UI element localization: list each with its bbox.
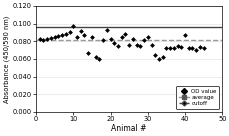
- average: [35, 39, 37, 40]
- Legend: OD value, average, cutoff: OD value, average, cutoff: [176, 86, 218, 109]
- OD value: [79, 30, 82, 32]
- OD value: [41, 38, 45, 41]
- OD value: [168, 47, 171, 50]
- OD value: [119, 36, 123, 38]
- OD value: [190, 47, 194, 50]
- OD value: [164, 47, 168, 50]
- OD value: [149, 44, 153, 46]
- OD value: [186, 47, 190, 50]
- OD value: [127, 44, 131, 46]
- OD value: [49, 37, 52, 39]
- OD value: [142, 38, 145, 41]
- OD value: [75, 36, 79, 38]
- OD value: [67, 31, 71, 34]
- OD value: [101, 38, 104, 41]
- OD value: [171, 47, 175, 50]
- OD value: [38, 38, 41, 40]
- OD value: [97, 58, 101, 60]
- OD value: [45, 38, 49, 40]
- OD value: [201, 47, 204, 50]
- OD value: [93, 56, 97, 58]
- OD value: [123, 33, 127, 35]
- cutoff: [35, 26, 37, 28]
- average: [38, 39, 41, 40]
- OD value: [156, 58, 160, 60]
- OD value: [56, 35, 60, 37]
- OD value: [86, 52, 90, 54]
- OD value: [112, 42, 116, 44]
- OD value: [64, 33, 67, 35]
- OD value: [153, 53, 156, 56]
- OD value: [82, 34, 86, 36]
- X-axis label: Animal #: Animal #: [111, 123, 146, 132]
- OD value: [194, 49, 197, 51]
- OD value: [145, 36, 149, 38]
- OD value: [60, 34, 64, 36]
- OD value: [134, 44, 138, 46]
- OD value: [71, 25, 75, 27]
- OD value: [90, 36, 93, 38]
- OD value: [104, 29, 108, 31]
- OD value: [108, 38, 112, 40]
- Y-axis label: Absorbance (450/590 nm): Absorbance (450/590 nm): [3, 15, 10, 103]
- OD value: [138, 45, 142, 47]
- OD value: [197, 46, 201, 49]
- cutoff: [38, 26, 41, 28]
- OD value: [160, 56, 164, 58]
- OD value: [53, 36, 56, 38]
- OD value: [131, 38, 134, 40]
- OD value: [179, 46, 182, 49]
- OD value: [175, 45, 179, 47]
- OD value: [182, 34, 186, 36]
- OD value: [116, 45, 119, 47]
